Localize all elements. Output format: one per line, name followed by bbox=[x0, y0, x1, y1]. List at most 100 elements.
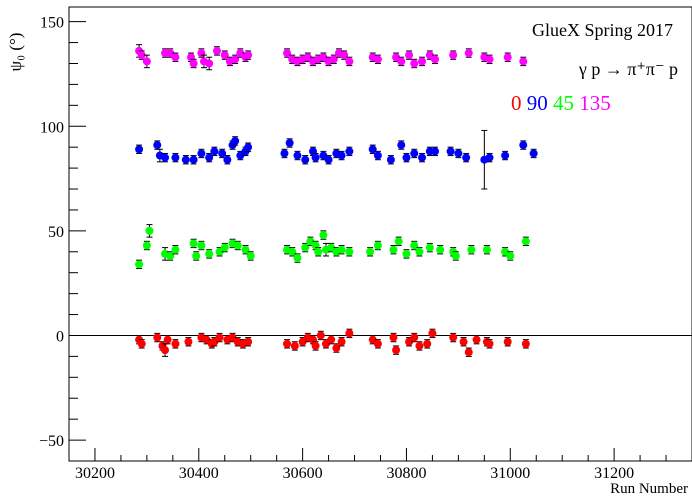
data-point bbox=[171, 339, 180, 348]
data-point bbox=[410, 59, 419, 68]
data-point bbox=[459, 337, 468, 346]
y-tick-label: −50 bbox=[39, 433, 64, 450]
legend-entries: 0 90 45 135 bbox=[511, 91, 611, 115]
data-point bbox=[153, 141, 162, 150]
data-point bbox=[329, 55, 338, 64]
data-point bbox=[301, 155, 310, 164]
data-point bbox=[397, 141, 406, 150]
data-point bbox=[171, 53, 180, 62]
data-point bbox=[233, 241, 242, 250]
data-point bbox=[431, 147, 440, 156]
chart-title: GlueX Spring 2017 bbox=[532, 20, 673, 40]
data-point bbox=[373, 151, 382, 160]
data-point bbox=[244, 143, 253, 152]
y-tick-label: 0 bbox=[56, 328, 64, 345]
data-points bbox=[135, 44, 538, 357]
data-point bbox=[241, 245, 250, 254]
data-point bbox=[425, 243, 434, 252]
data-point bbox=[418, 153, 427, 162]
data-point bbox=[137, 51, 146, 60]
data-point bbox=[464, 49, 473, 58]
data-point bbox=[223, 155, 232, 164]
data-point bbox=[142, 241, 151, 250]
x-tick-label: 30400 bbox=[179, 465, 219, 482]
data-point bbox=[215, 333, 224, 342]
data-point bbox=[397, 57, 406, 66]
data-point bbox=[485, 55, 494, 64]
data-point bbox=[462, 153, 471, 162]
data-point bbox=[482, 245, 491, 254]
data-point bbox=[319, 231, 328, 240]
x-tick-label: 30200 bbox=[75, 465, 115, 482]
data-point bbox=[449, 51, 458, 60]
x-tick-label: 31000 bbox=[490, 465, 530, 482]
data-point bbox=[503, 53, 512, 62]
data-point bbox=[340, 51, 349, 60]
y-tick-label: 150 bbox=[40, 15, 64, 32]
legend: 0 90 45 135 bbox=[511, 91, 611, 115]
data-point bbox=[521, 339, 530, 348]
data-point bbox=[389, 245, 398, 254]
data-point bbox=[402, 153, 411, 162]
data-point bbox=[485, 339, 494, 348]
data-point bbox=[311, 341, 320, 350]
data-point bbox=[454, 149, 463, 158]
legend-entry-0: 0 bbox=[511, 91, 522, 115]
y-axis-label: ψ₀ (°) bbox=[6, 33, 25, 72]
y-tick-label: 50 bbox=[48, 224, 64, 241]
x-tick-label: 30600 bbox=[283, 465, 323, 482]
data-point bbox=[366, 247, 375, 256]
data-point bbox=[324, 155, 333, 164]
data-point bbox=[135, 260, 144, 269]
data-point bbox=[337, 245, 346, 254]
y-tick-label: 100 bbox=[40, 119, 64, 136]
data-point bbox=[392, 346, 401, 355]
data-point bbox=[431, 55, 440, 64]
data-point bbox=[345, 57, 354, 66]
data-point bbox=[246, 251, 255, 260]
data-point bbox=[337, 337, 346, 346]
data-point bbox=[135, 145, 144, 154]
data-point bbox=[220, 243, 229, 252]
data-point bbox=[205, 249, 214, 258]
data-point bbox=[205, 153, 214, 162]
series-45-deg bbox=[135, 224, 530, 270]
data-point bbox=[231, 136, 240, 145]
data-point bbox=[283, 339, 292, 348]
data-point bbox=[192, 251, 201, 260]
data-point bbox=[345, 147, 354, 156]
data-point bbox=[145, 226, 154, 235]
data-point bbox=[410, 149, 419, 158]
data-point bbox=[446, 147, 455, 156]
data-point bbox=[231, 55, 240, 64]
data-point bbox=[529, 149, 538, 158]
data-point bbox=[166, 251, 175, 260]
reaction-label: γ p → π⁺π⁻ p bbox=[578, 59, 678, 79]
series-90-deg bbox=[135, 129, 538, 190]
data-point bbox=[327, 335, 336, 344]
data-point bbox=[142, 57, 151, 66]
data-point bbox=[373, 339, 382, 348]
data-point bbox=[181, 155, 190, 164]
data-point bbox=[519, 57, 528, 66]
x-axis-label: Run Number bbox=[610, 481, 688, 497]
data-point bbox=[402, 249, 411, 258]
data-point bbox=[280, 149, 289, 158]
data-point bbox=[410, 241, 419, 250]
data-point bbox=[210, 147, 219, 156]
data-point bbox=[345, 247, 354, 256]
data-point bbox=[415, 341, 424, 350]
data-point bbox=[189, 239, 198, 248]
data-point bbox=[212, 46, 221, 55]
data-point bbox=[171, 245, 180, 254]
data-point bbox=[436, 245, 445, 254]
data-point bbox=[244, 51, 253, 60]
data-point bbox=[137, 339, 146, 348]
data-point bbox=[472, 335, 481, 344]
data-point bbox=[301, 243, 310, 252]
data-point bbox=[389, 333, 398, 342]
data-point bbox=[521, 237, 530, 246]
data-point bbox=[345, 329, 354, 338]
data-point bbox=[184, 337, 193, 346]
